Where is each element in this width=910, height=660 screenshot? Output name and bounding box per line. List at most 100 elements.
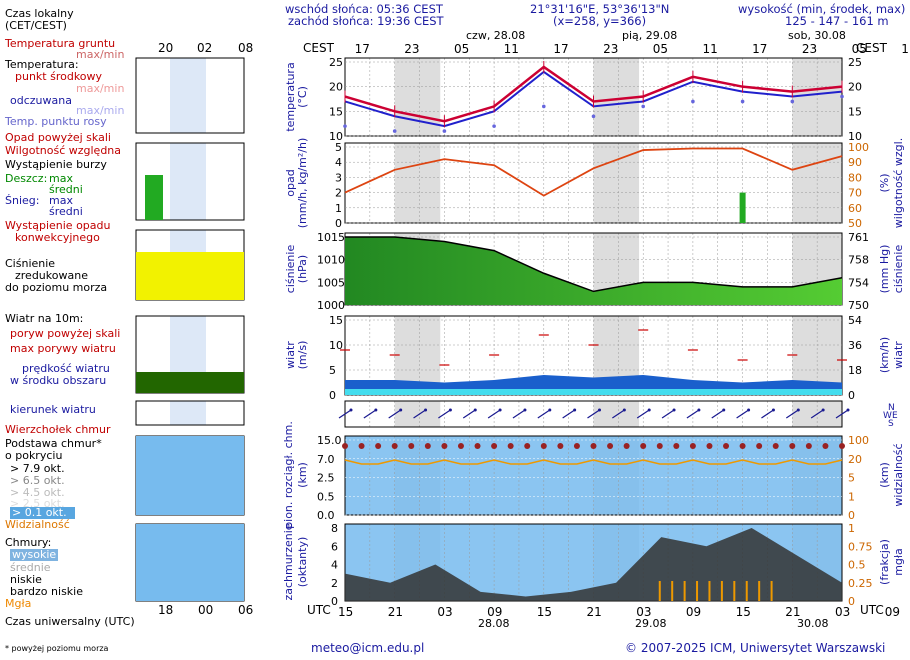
- dew-point: [840, 94, 844, 99]
- legend-conv-2: konwekcyjnego: [15, 231, 100, 244]
- temp-tick-left: 15: [329, 105, 343, 118]
- legend-local-time: Czas lokalny: [5, 7, 74, 20]
- cloud-top-dot: [706, 443, 713, 449]
- pressure-line: [345, 236, 843, 293]
- dew-point: [542, 104, 546, 109]
- precip-tick: 0: [335, 217, 342, 230]
- low-cloud-area: [345, 528, 842, 601]
- cloud-top-dot: [474, 443, 481, 449]
- legend-fog: Mgła: [5, 597, 32, 610]
- cloud-top-dot: [623, 443, 630, 449]
- cover-tick: 4: [331, 559, 338, 572]
- cover-tick: 8: [331, 522, 338, 535]
- cloud-top-dot: [391, 443, 398, 449]
- compass-n: N: [888, 403, 895, 413]
- elevation-label: wysokość (min, środek, max): [738, 2, 906, 16]
- pressure-area: [345, 237, 842, 305]
- sunset: zachód słońca: 19:36 CEST: [288, 14, 444, 28]
- legend-okt-5: > 0.1 okt.: [10, 507, 75, 519]
- legend-precip-above: Opad powyżej skali: [5, 131, 111, 144]
- wind-arrow: [363, 409, 377, 419]
- wind-arrow-head: [374, 408, 378, 412]
- wind-arrow: [785, 409, 799, 419]
- legend-conv: Wystąpienie opadu: [5, 219, 111, 232]
- axis-hum-unit: (%): [878, 173, 891, 192]
- legend-night-band: [170, 143, 206, 220]
- axis-cover-title: zachmurzenie: [282, 523, 295, 600]
- legend-local-time-sub: (CET/CEST): [5, 19, 67, 32]
- cloud-top-dot: [656, 443, 663, 449]
- wind-arrow-head: [448, 408, 452, 412]
- axis-precip-unit: (mm/h, kg/m²/h): [296, 138, 309, 229]
- hour-bottom-label: 03: [835, 605, 850, 619]
- axis-wind-title-right: wiatr: [892, 341, 905, 369]
- press-tick: 1015: [317, 231, 345, 244]
- cloud-tick: 7.0: [317, 453, 335, 466]
- axis-press-unit: (hPa): [296, 255, 309, 283]
- legend-wind: Wiatr na 10m:: [5, 312, 84, 325]
- cloud-top-dot: [524, 443, 531, 449]
- legend-very-low: bardzo niskie: [10, 585, 83, 598]
- wind-arrow-head: [424, 408, 428, 412]
- press-tick-mmhg: 761: [848, 231, 869, 244]
- legend-cover: o pokryciu: [5, 449, 63, 462]
- wind-arrow: [587, 409, 600, 419]
- night-band: [394, 143, 441, 223]
- axis-wind-title: wiatr: [284, 341, 297, 369]
- grid-point: (x=258, y=366): [553, 14, 647, 28]
- temp-tick-right: 20: [848, 81, 862, 94]
- press-tick: 1010: [317, 254, 345, 267]
- fog-tick: 0.25: [848, 577, 873, 590]
- cloud-top-dot: [491, 443, 498, 449]
- legend-snow-max: max: [49, 194, 73, 207]
- hum-tick: 100: [848, 141, 869, 154]
- wind-arrow-head: [473, 408, 477, 412]
- footer-email[interactable]: meteo@icm.edu.pl: [311, 641, 425, 655]
- day-label-1: czw, 28.08: [466, 29, 526, 42]
- cloud-top-dot: [573, 443, 580, 449]
- hour-top-label: 17: [553, 42, 568, 56]
- dew-point: [790, 99, 795, 104]
- legend-temperature: Temperatura:: [5, 58, 79, 71]
- cloud-top-dot: [441, 443, 448, 449]
- legend-okt-4: > 2.5 okt.: [10, 497, 65, 510]
- axis-vis-title: widzialność: [892, 443, 905, 506]
- day-label-3: sob, 30.08: [788, 29, 846, 42]
- wind-arrow-head: [598, 408, 601, 412]
- cloud-top-dot: [772, 443, 779, 449]
- legend-rain-mean: średni: [49, 183, 83, 196]
- dew-point: [691, 99, 695, 104]
- hour-bottom-label: 03: [636, 605, 651, 619]
- fog-tick: 0.5: [848, 559, 866, 572]
- precip-tick: 4: [335, 156, 342, 169]
- legend-mid-point: punkt środkowy: [15, 70, 103, 83]
- legend-cloud-base: Podstawa chmur*: [5, 437, 102, 450]
- legend-snow: Śnieg:: [5, 194, 40, 207]
- axis-press-title-right: ciśnienie: [892, 245, 905, 294]
- legend-panel-frame: [135, 142, 245, 221]
- compass-s: S: [888, 419, 894, 429]
- precip-bar: [739, 192, 746, 223]
- wind-arrow-head: [498, 408, 502, 412]
- wind-tick-kmh: 18: [848, 364, 862, 377]
- cover-tick: 0: [331, 595, 338, 608]
- legend-dew: Temp. punktu rosy: [5, 115, 107, 128]
- axis-cloud-title: pion. rozciągł. chm.: [282, 421, 295, 529]
- press-tick: 1005: [317, 276, 345, 289]
- legend-cover-fill: [136, 524, 244, 601]
- fog-tick: 0: [848, 595, 855, 608]
- hum-tick: 70: [848, 187, 862, 200]
- cloud-top-dot: [375, 443, 382, 449]
- wind-arrow: [686, 409, 700, 419]
- wind-arrow: [338, 409, 352, 419]
- hour-bottom-label: 03: [437, 605, 452, 619]
- cloud-top-dot: [507, 443, 514, 449]
- cloud-tick: 0.0: [317, 509, 335, 522]
- footer-copyright: © 2007-2025 ICM, Uniwersytet Warszawski: [625, 641, 886, 655]
- dew-point: [740, 99, 745, 104]
- sunrise: wschód słońca: 05:36 CEST: [285, 2, 443, 16]
- day-bottom-1: 28.08: [478, 617, 510, 630]
- legend-pressure-fill: [136, 252, 244, 300]
- cloud-top-dot: [805, 443, 812, 449]
- fog-tick: 0.75: [848, 540, 873, 553]
